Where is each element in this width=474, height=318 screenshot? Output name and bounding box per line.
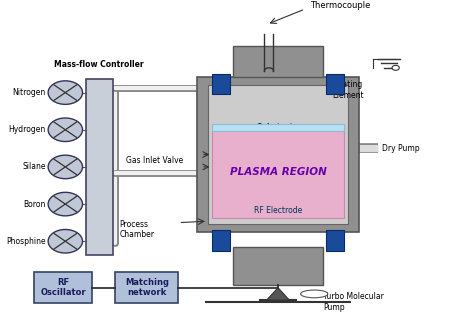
Bar <box>212 124 344 131</box>
Text: Turbo Molecular
Pump: Turbo Molecular Pump <box>323 292 384 312</box>
Text: Gas Inlet Valve: Gas Inlet Valve <box>127 156 183 165</box>
Bar <box>197 77 359 232</box>
Bar <box>208 85 348 224</box>
Bar <box>233 247 323 285</box>
Bar <box>86 79 113 255</box>
Bar <box>233 46 323 77</box>
Text: RF Electrode: RF Electrode <box>254 206 302 215</box>
Bar <box>115 272 179 303</box>
Circle shape <box>48 118 82 142</box>
Text: Thermocouple: Thermocouple <box>310 1 370 10</box>
Text: Matching
network: Matching network <box>125 278 169 297</box>
Bar <box>212 74 229 94</box>
Circle shape <box>392 65 399 70</box>
Polygon shape <box>267 288 289 300</box>
Bar <box>327 74 344 94</box>
Text: Phosphine: Phosphine <box>6 237 46 246</box>
Bar <box>212 125 344 218</box>
Text: PLASMA REGION: PLASMA REGION <box>229 167 327 176</box>
Text: Heating
Element: Heating Element <box>332 80 364 100</box>
Bar <box>212 231 229 251</box>
Circle shape <box>48 81 82 104</box>
Text: Process
Chamber: Process Chamber <box>119 219 155 239</box>
Circle shape <box>48 155 82 179</box>
Ellipse shape <box>301 290 328 298</box>
Bar <box>327 231 344 251</box>
Text: Mass-flow Controller: Mass-flow Controller <box>55 60 144 69</box>
Bar <box>34 272 92 303</box>
Text: RF
Oscillator: RF Oscillator <box>40 278 86 297</box>
Text: Nitrogen: Nitrogen <box>13 88 46 97</box>
Text: Silane: Silane <box>22 162 46 171</box>
Text: Substrate: Substrate <box>257 123 299 132</box>
Circle shape <box>48 230 82 253</box>
Text: Boron: Boron <box>24 200 46 209</box>
Circle shape <box>48 192 82 216</box>
Text: Dry Pump: Dry Pump <box>382 144 420 153</box>
Text: Hydrogen: Hydrogen <box>9 125 46 134</box>
